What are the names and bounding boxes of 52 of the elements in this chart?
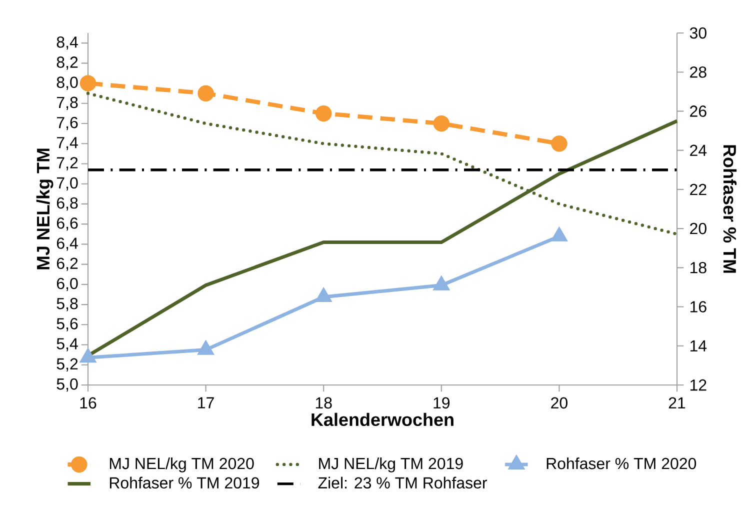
y-tick-label: 6,4 bbox=[56, 238, 78, 251]
y2-tick-label: 18 bbox=[690, 262, 706, 274]
x-tick-label: 19 bbox=[434, 397, 450, 409]
y2-tick-label: 22 bbox=[690, 184, 706, 196]
point bbox=[316, 288, 332, 302]
y2-tick-label: 26 bbox=[690, 106, 706, 117]
y2-tick-label: 16 bbox=[690, 301, 706, 312]
y2-tick-label: 14 bbox=[690, 340, 707, 352]
y-tick-label: 6,0 bbox=[56, 278, 78, 292]
y-tick-label: 7,0 bbox=[56, 177, 78, 190]
y2-tick-label: 20 bbox=[690, 222, 706, 234]
y2-tick-label: 24 bbox=[690, 144, 707, 156]
point bbox=[434, 276, 449, 290]
legend-label: MJ NEL/kg TM 2020 bbox=[110, 457, 254, 472]
y-tick-label: 5,0 bbox=[56, 378, 78, 392]
y-axis-title: MJ NEL/kg TM bbox=[36, 148, 54, 270]
x-axis-title: Kalenderwochen bbox=[312, 412, 454, 426]
point bbox=[198, 85, 214, 102]
y-tick-label: 8,2 bbox=[56, 56, 78, 70]
x-tick-label: 17 bbox=[198, 397, 214, 408]
point bbox=[551, 135, 568, 152]
y-tick-label: 5,4 bbox=[56, 338, 78, 352]
x-tick-label: 16 bbox=[80, 397, 96, 409]
y2-tick-label: 30 bbox=[690, 27, 706, 39]
point bbox=[433, 115, 450, 132]
legend-label: Ziel: 23 % TM Rohfaser bbox=[318, 476, 488, 489]
legend-label: Rohfaser % TM 2020 bbox=[546, 457, 696, 470]
y-tick-label: 6,2 bbox=[56, 258, 78, 271]
y-tick-label: 8,4 bbox=[56, 36, 78, 50]
y-tick-label: 7,4 bbox=[56, 137, 78, 150]
point bbox=[80, 349, 96, 363]
y2-axis-title: Rohfaser % TM bbox=[723, 145, 737, 273]
legend-label: Rohfaser % TM 2019 bbox=[110, 476, 260, 489]
x-tick-label: 20 bbox=[551, 397, 568, 409]
y-tick-label: 6,8 bbox=[56, 197, 78, 211]
y-tick-label: 5,6 bbox=[56, 318, 78, 332]
point bbox=[198, 341, 214, 355]
y-tick-label: 7,6 bbox=[56, 116, 78, 130]
y-tick-label: 5,8 bbox=[56, 298, 78, 312]
y-tick-label: 7,8 bbox=[56, 96, 78, 110]
point bbox=[315, 105, 332, 122]
y2-tick-label: 28 bbox=[690, 66, 706, 78]
legend-label: MJ NEL/kg TM 2019 bbox=[319, 457, 463, 472]
y-tick-label: 6,6 bbox=[56, 217, 78, 231]
y-tick-label: 8,0 bbox=[56, 76, 78, 90]
y2-tick-label: 12 bbox=[690, 379, 706, 391]
y-tick-label: 7,2 bbox=[56, 157, 78, 170]
x-tick-label: 21 bbox=[668, 397, 686, 408]
y-tick-label: 5,2 bbox=[56, 358, 78, 372]
point bbox=[80, 75, 96, 92]
x-tick-label: 18 bbox=[316, 397, 332, 409]
point bbox=[552, 228, 567, 242]
